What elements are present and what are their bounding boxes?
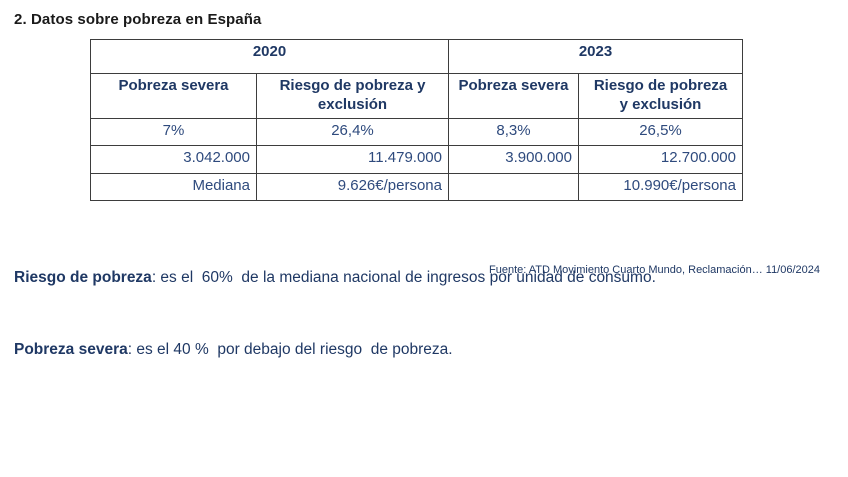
definition-severa-lead: Pobreza severa [14,341,128,358]
definition-pobreza-severa: Pobreza severa: es el 40 % por debajo de… [14,338,656,362]
poverty-data-table: 2020 2023 Pobreza severa Riesgo de pobre… [90,39,743,201]
page-title: 2. Datos sobre pobreza en España [14,11,262,28]
year-header-2023: 2023 [448,39,743,74]
col-header-riesgo-2020: Riesgo de pobreza y exclusión [256,73,449,119]
cell-num-riesgo-2020: 11.479.000 [256,145,449,174]
definition-riesgo-lead: Riesgo de pobreza [14,269,152,286]
col-header-pobreza-severa-2023: Pobreza severa [448,73,579,119]
table-row-mediana: Mediana 9.626€/persona 10.990€/persona [90,173,743,201]
cell-num-severa-2020: 3.042.000 [90,145,257,174]
column-header-row: Pobreza severa Riesgo de pobreza y exclu… [90,73,743,119]
cell-pct-riesgo-2023: 26,5% [578,118,743,146]
cell-num-severa-2023: 3.900.000 [448,145,579,174]
cell-num-riesgo-2023: 12.700.000 [578,145,743,174]
year-header-2020: 2020 [90,39,449,74]
cell-mediana-2023: 10.990€/persona [578,173,743,201]
cell-mediana-2020: 9.626€/persona [256,173,449,201]
definition-severa-text: : es el 40 % por debajo del riesgo de po… [127,341,453,358]
source-citation: Fuente: ATD Movimiento Cuarto Mundo, Rec… [489,264,820,276]
cell-pct-riesgo-2020: 26,4% [256,118,449,146]
cell-mediana-label: Mediana [90,173,257,201]
cell-pct-severa-2020: 7% [90,118,257,146]
definition-riesgo-text: : es el 60% de la mediana nacional de in… [151,269,656,286]
year-header-row: 2020 2023 [90,39,743,74]
cell-pct-severa-2023: 8,3% [448,118,579,146]
table-row-percentages: 7% 26,4% 8,3% 26,5% [90,118,743,146]
col-header-pobreza-severa-2020: Pobreza severa [90,73,257,119]
definitions-block: Riesgo de pobreza: es el 60% de la media… [14,218,656,386]
definition-riesgo-de-pobreza: Riesgo de pobreza: es el 60% de la media… [14,266,656,290]
col-header-riesgo-2023: Riesgo de pobreza y exclusión [578,73,743,119]
table-row-population: 3.042.000 11.479.000 3.900.000 12.700.00… [90,145,743,174]
cell-mediana-2023-empty [448,173,579,201]
